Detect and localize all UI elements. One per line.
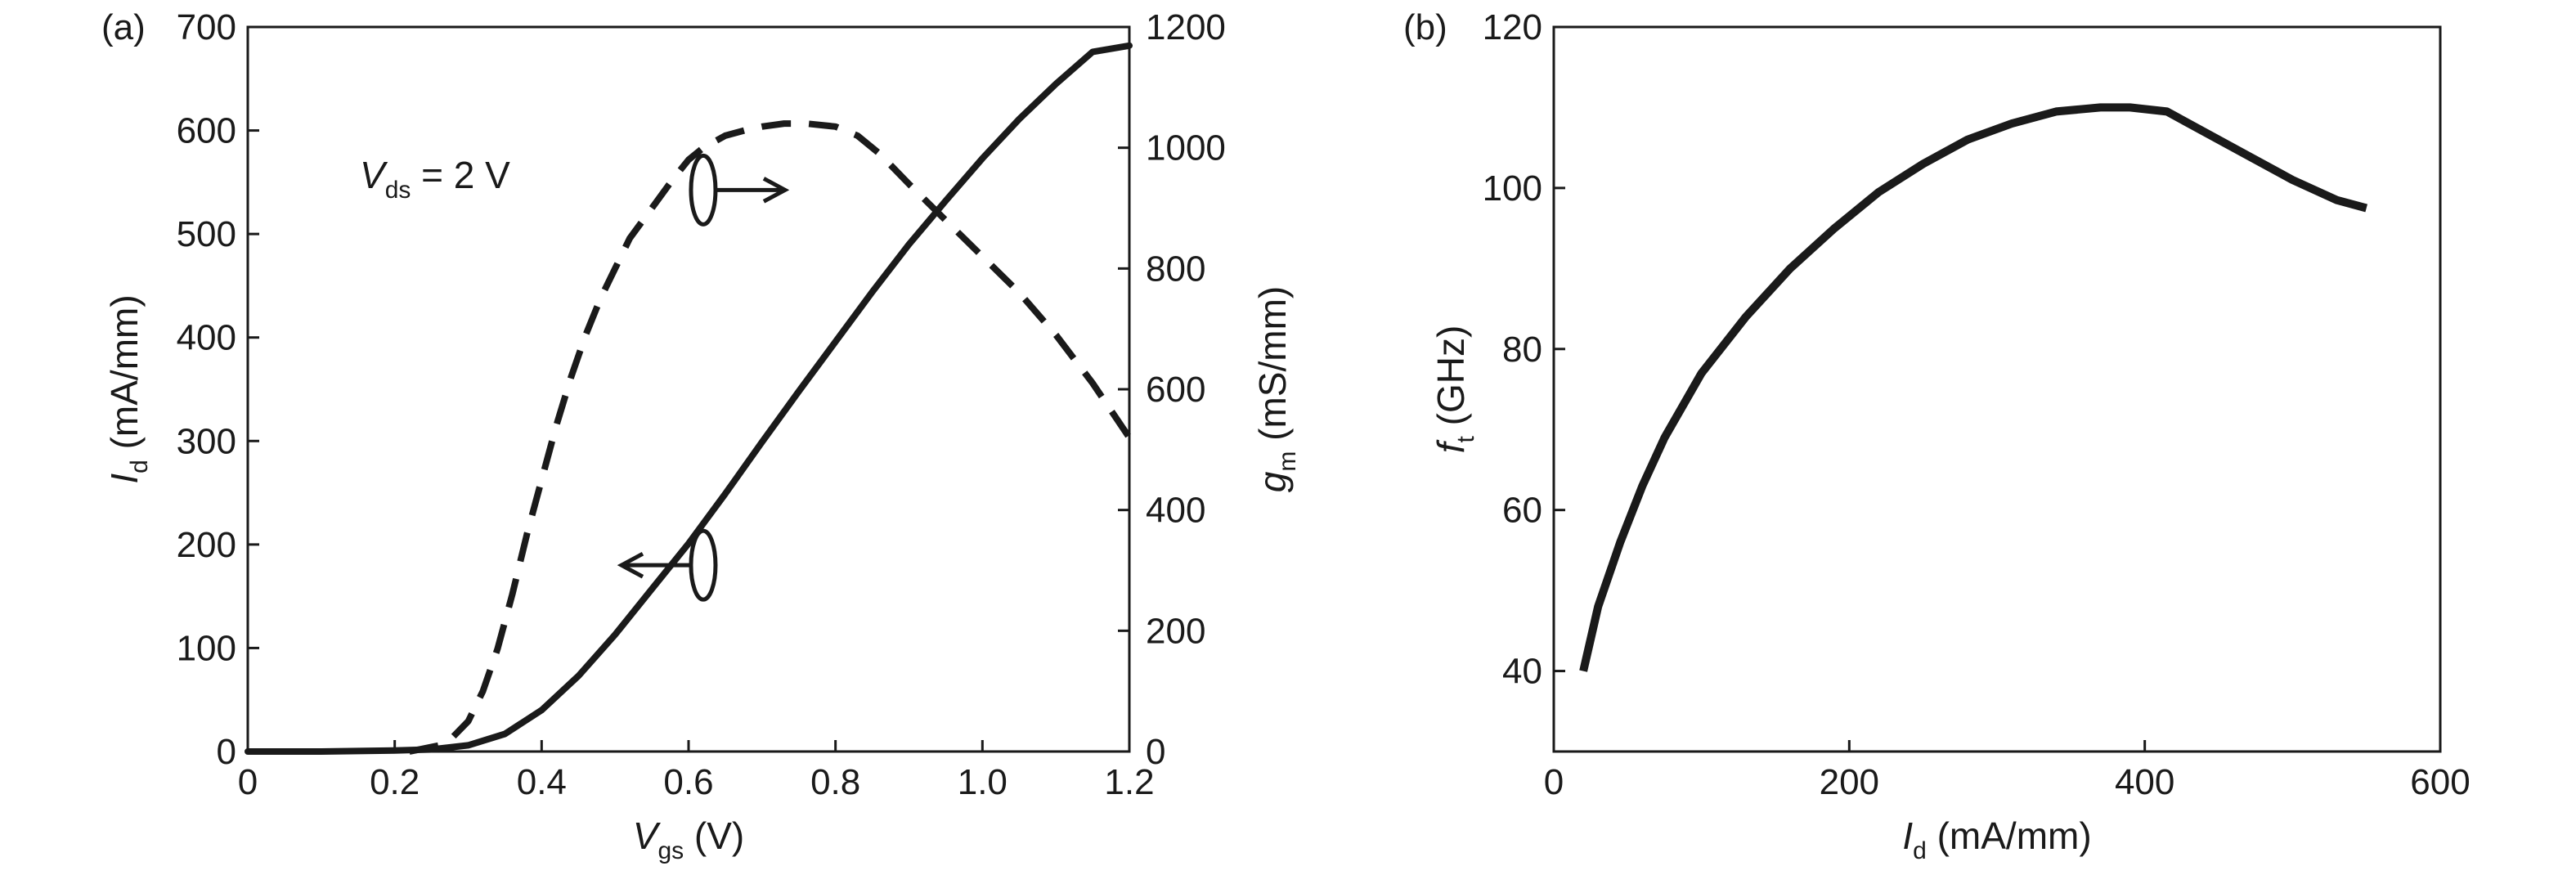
bx-label-unit: (mA/mm) (1927, 814, 2092, 857)
panel-b-left-y-ticks: 40 60 80 100 120 (1483, 7, 1565, 692)
series-marker-ellipse (689, 528, 718, 602)
left-y-tick-label: 0 (217, 732, 236, 772)
x-tick-label: 1.0 (958, 762, 1008, 802)
right-y-tick-label: 1000 (1146, 128, 1226, 168)
bx-label-sub: d (1913, 837, 1927, 864)
by-label-sub: t (1452, 435, 1479, 442)
x-label-unit: (V) (684, 814, 744, 857)
panel-b-label: (b) (1403, 7, 1447, 47)
by-label-main: f (1429, 439, 1472, 453)
series-marker-arrowhead (762, 177, 790, 204)
right-y-tick-label: 0 (1146, 732, 1165, 772)
series-marker-ellipse (689, 153, 718, 227)
right-y-tick-label: 800 (1146, 249, 1205, 289)
panel-a-right-y-ticks: 0 200 400 600 800 1000 1200 (1118, 7, 1226, 772)
panel-a-left-y-axis-label: Id (mA/mm) (103, 294, 153, 483)
panel-a-label: (a) (101, 7, 146, 47)
x-tick-label: 200 (1820, 762, 1879, 802)
panel-b-y-axis-label: ft (GHz) (1429, 325, 1479, 454)
right-y-tick-label: 400 (1146, 491, 1205, 531)
series-line-gm (408, 120, 1133, 755)
panel-a-left-y-ticks: 0 100 200 300 400 500 600 700 (177, 7, 259, 772)
annotation-rest: = 2 V (411, 154, 510, 196)
ly-label-main: I (103, 473, 146, 484)
left-y-tick-label: 100 (177, 628, 236, 668)
left-y-tick-label: 400 (177, 318, 236, 358)
right-y-tick-label: 600 (1146, 370, 1205, 410)
panel-b-plot-frame (1552, 25, 2442, 753)
y-tick-label: 120 (1483, 7, 1542, 47)
panel-b-chart: (b) 0 200 400 600 40 60 80 100 120 Id (mA/mm) f… (1403, 7, 2471, 864)
panel-a-chart: (a) 0 0.2 0.4 0.6 0.8 1.0 1.2 0 100 200 300 400 500… (101, 7, 1301, 864)
annotation-main: V (360, 154, 388, 196)
ry-label-unit: (mS/mm) (1251, 286, 1294, 451)
left-y-tick-label: 200 (177, 525, 236, 565)
y-tick-label: 60 (1502, 491, 1542, 531)
y-tick-label: 100 (1483, 168, 1542, 209)
panel-b-x-ticks: 0 200 400 600 (1544, 740, 2471, 802)
left-y-tick-label: 700 (177, 7, 236, 47)
x-tick-label: 0.4 (517, 762, 567, 802)
x-tick-label: 1.2 (1104, 762, 1154, 802)
panel-a-x-ticks: 0 0.2 0.4 0.6 0.8 1.0 1.2 (238, 740, 1155, 802)
x-tick-label: 400 (2115, 762, 2174, 802)
panel-a-right-y-axis-label: gm (mS/mm) (1251, 286, 1301, 492)
right-y-tick-label: 1200 (1146, 7, 1226, 47)
ry-label-main: g (1251, 471, 1294, 492)
y-tick-label: 80 (1502, 330, 1542, 370)
bx-label-main: I (1902, 814, 1913, 857)
left-y-tick-label: 500 (177, 214, 236, 254)
panel-b-series (1579, 103, 2368, 672)
annotation-sub: ds (385, 177, 411, 204)
ry-label-sub: m (1274, 451, 1301, 472)
ly-label-unit: (mA/mm) (103, 294, 146, 460)
x-label-main: V (633, 814, 662, 857)
panel-a-plot-frame (246, 25, 1131, 753)
x-tick-label: 0.6 (663, 762, 713, 802)
panel-a-x-axis-label: Vgs (V) (633, 814, 744, 864)
right-y-tick-label: 200 (1146, 611, 1205, 651)
panel-a-series (245, 42, 1133, 755)
left-y-tick-label: 300 (177, 421, 236, 461)
series-marker-arrowhead (617, 551, 644, 579)
x-tick-label: 0.8 (810, 762, 860, 802)
panel-a-vds-annotation: Vds = 2 V (360, 154, 510, 204)
x-label-sub: gs (657, 837, 684, 864)
y-tick-label: 40 (1502, 652, 1542, 692)
series-line-ft (1579, 103, 2368, 672)
panel-b-x-axis-label: Id (mA/mm) (1902, 814, 2091, 864)
series-line-id (245, 42, 1133, 755)
ly-label-sub: d (126, 460, 153, 473)
panel-a-series-markers (617, 153, 790, 602)
by-label-unit: (GHz) (1429, 325, 1472, 436)
x-tick-label: 600 (2410, 762, 2470, 802)
x-tick-label: 0 (1544, 762, 1564, 802)
left-y-tick-label: 600 (177, 111, 236, 151)
x-tick-label: 0.2 (370, 762, 420, 802)
x-tick-label: 0 (238, 762, 258, 802)
